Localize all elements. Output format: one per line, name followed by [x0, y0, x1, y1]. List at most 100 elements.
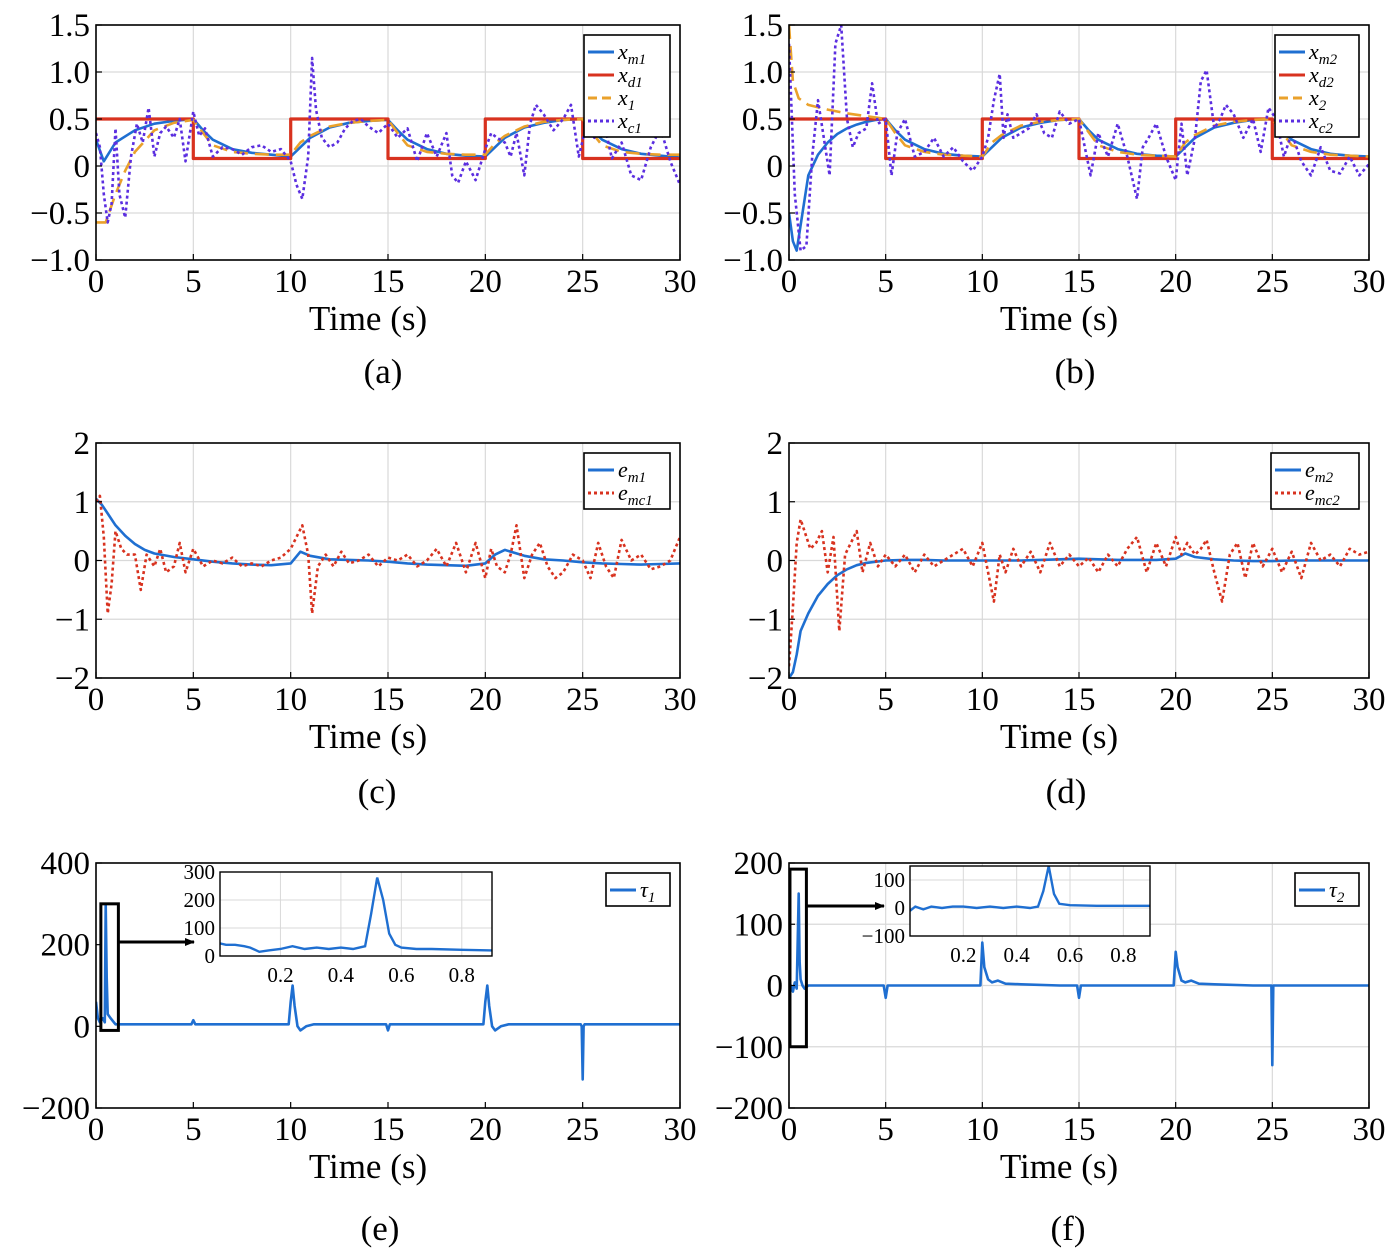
y-tick-label: 0: [767, 544, 784, 580]
y-tick-label: 1.0: [49, 55, 90, 91]
x-tick-label: 15: [372, 1112, 405, 1148]
y-tick-label: 0: [74, 1009, 91, 1045]
zoom-box: [788, 867, 808, 1049]
y-tick-label: 0: [767, 969, 784, 1005]
inset-y-tick-label: 0: [895, 896, 906, 920]
x-tick-label: 20: [1159, 1112, 1192, 1148]
series-line-x_2: [789, 25, 1369, 158]
inset-chart: 0.2 0.4 0.6 0.8 0 100 200 300: [184, 860, 493, 987]
panel-caption: (f): [1051, 1209, 1086, 1248]
series-line-e_m2: [789, 552, 1369, 678]
inset-x-tick-label: 0.4: [328, 963, 355, 987]
inset-frame: [219, 871, 493, 957]
x-tick-label: 5: [185, 682, 202, 718]
x-tick-label: 15: [372, 264, 405, 300]
x-tick-label: 30: [664, 682, 697, 718]
legend: τ2: [1294, 872, 1360, 907]
x-tick-label: 25: [1256, 682, 1289, 718]
y-tick-label: −2: [748, 661, 783, 697]
series-line-e_m1: [96, 497, 680, 568]
y-tick-label: −200: [22, 1091, 90, 1127]
inset-y-tick-label: 300: [184, 860, 216, 884]
x-tick-label: 0: [781, 264, 798, 300]
x-axis-label: Time (s): [1000, 1147, 1118, 1186]
series-line-x_d1: [96, 117, 680, 161]
x-tick-label: 20: [469, 264, 502, 300]
y-tick-label: 1.5: [49, 8, 90, 44]
y-tick-label: −200: [715, 1091, 783, 1127]
x-tick-label: 5: [185, 1112, 202, 1148]
x-tick-label: 30: [1353, 264, 1386, 300]
x-tick-label: 25: [566, 1112, 599, 1148]
y-tick-label: −1: [55, 602, 90, 638]
y-tick-label: 1: [74, 485, 91, 521]
y-tick-label: 0.5: [49, 102, 90, 138]
legend-box: [583, 452, 671, 510]
x-tick-label: 5: [185, 264, 202, 300]
inset-x-tick-label: 0.8: [449, 963, 475, 987]
y-tick-label: 200: [41, 928, 91, 964]
x-axis-label: Time (s): [309, 1147, 427, 1186]
y-tick-label: 0.5: [742, 102, 783, 138]
inset-y-tick-label: 100: [184, 916, 216, 940]
inset-background: [910, 866, 1150, 936]
x-tick-label: 10: [274, 1112, 307, 1148]
x-tick-label: 0: [88, 1112, 105, 1148]
legend: τ1: [605, 872, 671, 907]
y-tick-label: 100: [734, 907, 784, 943]
x-tick-label: 15: [1063, 682, 1096, 718]
y-tick-label: 2: [767, 426, 784, 462]
y-tick-label: 1.0: [742, 55, 783, 91]
y-tick-label: −100: [715, 1030, 783, 1066]
inset-series-line: [910, 866, 1150, 912]
series-line-x_d2: [789, 117, 1369, 161]
series-line-e_mc1: [96, 494, 680, 615]
x-tick-label: 15: [1063, 1112, 1096, 1148]
legend-box: [1270, 452, 1360, 510]
x-axis-label: Time (s): [1000, 299, 1118, 338]
y-tick-label: −2: [55, 661, 90, 697]
inset-x-tick-label: 0.4: [1004, 943, 1031, 967]
y-tick-label: −1.0: [723, 243, 783, 279]
x-axis-label: Time (s): [1000, 717, 1118, 756]
y-tick-label: −1: [748, 602, 783, 638]
y-tick-label: 200: [734, 846, 784, 882]
inset-x-tick-label: 0.2: [950, 943, 976, 967]
x-axis-label: Time (s): [309, 299, 427, 338]
inset-series-line: [220, 877, 492, 954]
chart-panel-a: 0 5 10 15 20 25 30 −1.0 −0.5 0 0.5 1.0 1.5 Time (s) (a…: [30, 8, 696, 391]
x-tick-label: 10: [274, 264, 307, 300]
x-tick-label: 30: [1353, 682, 1386, 718]
x-tick-label: 10: [274, 682, 307, 718]
x-tick-label: 5: [877, 1112, 894, 1148]
x-tick-label: 30: [664, 1112, 697, 1148]
x-tick-label: 10: [966, 682, 999, 718]
series-line-τ_2: [789, 892, 1369, 1067]
x-tick-label: 30: [1353, 1112, 1386, 1148]
x-axis-label: Time (s): [309, 717, 427, 756]
panel-caption: (d): [1046, 772, 1087, 811]
zoom-box: [99, 902, 120, 1032]
inset-y-tick-label: 0: [205, 944, 216, 968]
y-tick-label: 400: [41, 846, 91, 882]
x-tick-label: 15: [1063, 264, 1096, 300]
x-tick-label: 5: [877, 682, 894, 718]
inset-chart: 0.2 0.4 0.6 0.8 −100 0 100: [862, 865, 1151, 967]
series-line-x_1: [96, 117, 680, 224]
y-tick-label: −0.5: [30, 196, 90, 232]
y-tick-label: 2: [74, 426, 91, 462]
x-tick-label: 0: [88, 682, 105, 718]
x-tick-label: 0: [781, 1112, 798, 1148]
x-tick-label: 10: [966, 264, 999, 300]
inset-y-tick-label: 100: [874, 868, 906, 892]
y-tick-label: 0: [767, 149, 784, 185]
panel-caption: (c): [358, 772, 397, 811]
x-tick-label: 30: [664, 264, 697, 300]
inset-y-tick-label: −100: [862, 924, 905, 948]
